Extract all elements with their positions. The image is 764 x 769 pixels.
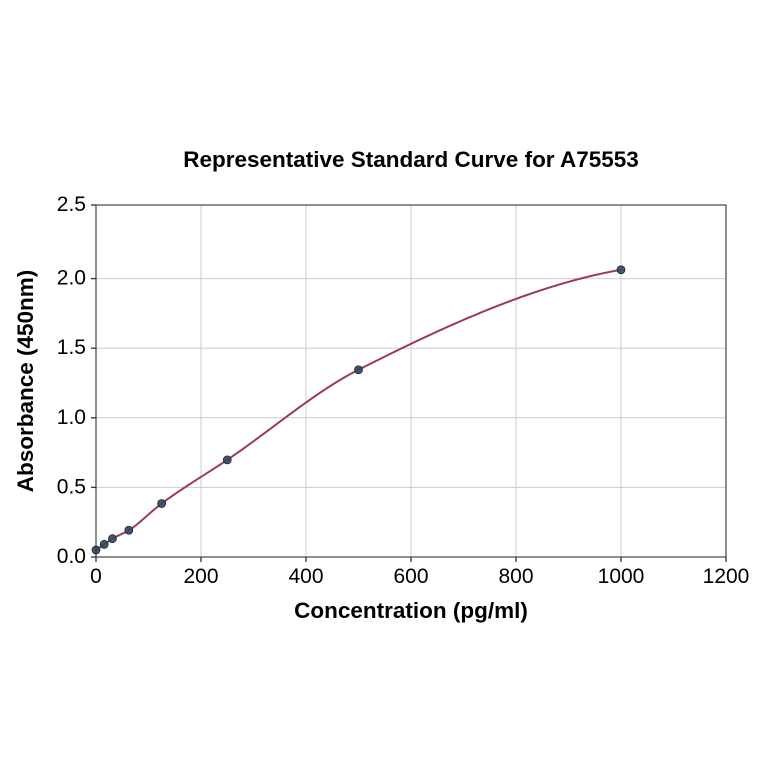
- svg-text:400: 400: [288, 565, 323, 588]
- svg-text:1200: 1200: [703, 565, 750, 588]
- svg-text:Concentration (pg/ml): Concentration (pg/ml): [294, 598, 528, 623]
- svg-text:0.5: 0.5: [57, 475, 86, 498]
- svg-text:600: 600: [393, 565, 428, 588]
- svg-text:200: 200: [183, 565, 218, 588]
- svg-text:2.0: 2.0: [57, 267, 86, 290]
- svg-text:Representative Standard Curve: Representative Standard Curve for A75553: [183, 147, 639, 172]
- svg-text:0: 0: [90, 565, 102, 588]
- svg-text:0.0: 0.0: [57, 545, 86, 568]
- svg-text:1.0: 1.0: [57, 406, 86, 429]
- svg-text:2.5: 2.5: [57, 193, 86, 216]
- svg-text:Absorbance (450nm): Absorbance (450nm): [13, 270, 38, 493]
- svg-text:1.5: 1.5: [57, 336, 86, 359]
- svg-text:1000: 1000: [598, 565, 645, 588]
- svg-text:800: 800: [498, 565, 533, 588]
